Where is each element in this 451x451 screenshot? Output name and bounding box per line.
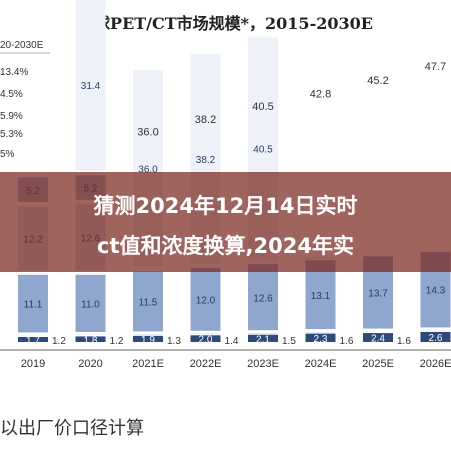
segment-label: 2.3 — [314, 334, 328, 345]
segment-label: 13.7 — [368, 289, 388, 300]
bar-segment — [18, 335, 48, 342]
segment-label: 11.0 — [81, 299, 100, 310]
bar-segment — [190, 266, 221, 331]
bar-segment — [75, 334, 106, 342]
banner-title-line-2: ct值和浓度换算,2024年实 — [97, 234, 354, 258]
side-label: 1.2 — [52, 336, 66, 347]
bar-segment — [190, 333, 221, 342]
legend-label: 5.3% — [0, 129, 23, 140]
legend-label: 20-2030E — [0, 40, 44, 51]
segment-label: 36.0 — [138, 164, 158, 175]
x-tick-label: 2020 — [78, 358, 102, 370]
bar-segment — [133, 334, 163, 342]
segment-label: 2.4 — [371, 334, 385, 345]
segment-label: 12.0 — [196, 296, 216, 307]
bar-segment — [420, 330, 451, 342]
chart-footnote: 以出厂价口径计算 — [0, 418, 144, 439]
bar-segment — [75, 0, 106, 171]
segment-label: 31.4 — [81, 81, 101, 92]
segment-gap — [248, 35, 278, 38]
legend-label: 5.9% — [0, 111, 23, 122]
x-tick-label: 2023E — [247, 358, 279, 370]
legend-label: 4.5% — [0, 89, 23, 100]
segment-label: 1.9 — [141, 335, 155, 346]
segment-label: 1.8 — [84, 335, 98, 346]
segment-label: 38.2 — [196, 155, 216, 166]
x-tick-label: 2022E — [190, 358, 222, 370]
segment-gap — [75, 273, 106, 275]
total-label: 36.0 — [137, 126, 158, 138]
segment-label: 13.1 — [311, 291, 331, 302]
segment-label: 40.5 — [253, 145, 273, 156]
x-tick-label: 2021E — [132, 358, 164, 370]
bar-segment — [248, 333, 278, 342]
side-label: 1.3 — [167, 336, 181, 347]
segment-gap — [18, 335, 48, 337]
total-label: 38.2 — [195, 114, 216, 126]
side-label: 1.5 — [282, 336, 296, 347]
bar-segment — [18, 273, 48, 333]
total-label: 42.8 — [310, 88, 331, 100]
legend-label: 5% — [0, 149, 15, 160]
bar-segment — [363, 331, 393, 342]
bar-segment — [305, 332, 336, 342]
x-tick-label: 2019 — [21, 358, 45, 370]
bar-segment — [248, 262, 278, 331]
segment-label: 2.0 — [199, 335, 213, 346]
segment-label: 12.6 — [253, 293, 273, 304]
segment-label: 14.3 — [426, 286, 446, 297]
segment-gap — [133, 68, 163, 70]
x-tick-label: 2026E — [420, 358, 451, 370]
segment-label: 1.7 — [26, 336, 40, 347]
segment-label: 2.1 — [256, 334, 270, 345]
segment-gap — [305, 332, 336, 334]
segment-gap — [420, 330, 451, 332]
segment-gap — [190, 52, 221, 55]
total-label: 45.2 — [367, 75, 388, 87]
segment-gap — [248, 333, 278, 335]
segment-gap — [190, 333, 221, 336]
total-label: 47.7 — [425, 61, 446, 73]
banner-overlay — [0, 172, 451, 272]
segment-gap — [363, 331, 393, 334]
side-label: 1.4 — [225, 336, 239, 347]
segment-label: 11.5 — [139, 297, 158, 308]
legend-label: 13.4% — [0, 67, 28, 78]
segment-label: 11.1 — [24, 300, 43, 311]
bar-segment — [133, 269, 163, 332]
banner-title-line-1: 猜测2024年12月14日实时 — [93, 194, 358, 218]
total-label: 40.5 — [252, 101, 273, 113]
segment-gap — [75, 334, 106, 337]
segment-gap — [18, 273, 48, 275]
segment-label: 2.6 — [429, 333, 443, 344]
x-tick-label: 2024E — [305, 358, 337, 370]
segment-gap — [133, 334, 163, 336]
x-tick-label: 2025E — [362, 358, 394, 370]
bar-segment — [75, 273, 106, 332]
side-label: 1.2 — [110, 336, 124, 347]
chart-title: 全球PET/CT市场规模*，2015-2030E — [78, 14, 373, 33]
side-label: 1.6 — [340, 336, 354, 347]
side-label: 1.6 — [397, 336, 411, 347]
